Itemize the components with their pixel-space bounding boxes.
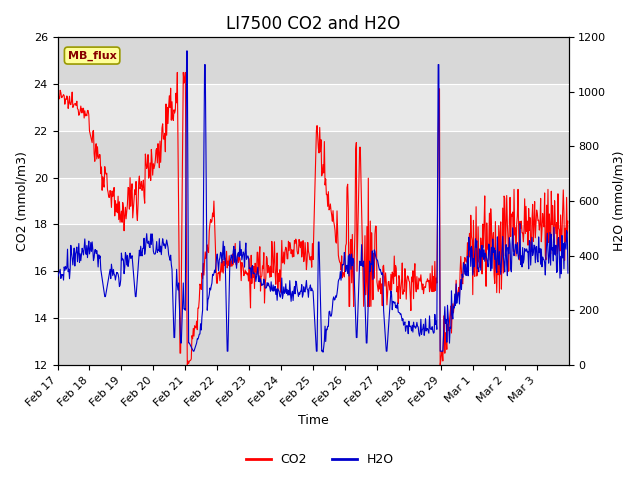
Bar	[58, 225, 568, 271]
Legend: CO2, H2O: CO2, H2O	[241, 448, 399, 471]
Y-axis label: H2O (mmol/m3): H2O (mmol/m3)	[612, 151, 625, 252]
Bar	[58, 84, 568, 131]
Bar	[58, 178, 568, 225]
Bar	[58, 131, 568, 178]
Bar	[58, 37, 568, 84]
Text: MB_flux: MB_flux	[68, 50, 116, 60]
Bar	[58, 271, 568, 318]
Bar	[58, 318, 568, 365]
Title: LI7500 CO2 and H2O: LI7500 CO2 and H2O	[226, 15, 400, 33]
Y-axis label: CO2 (mmol/m3): CO2 (mmol/m3)	[15, 151, 28, 251]
X-axis label: Time: Time	[298, 414, 328, 427]
